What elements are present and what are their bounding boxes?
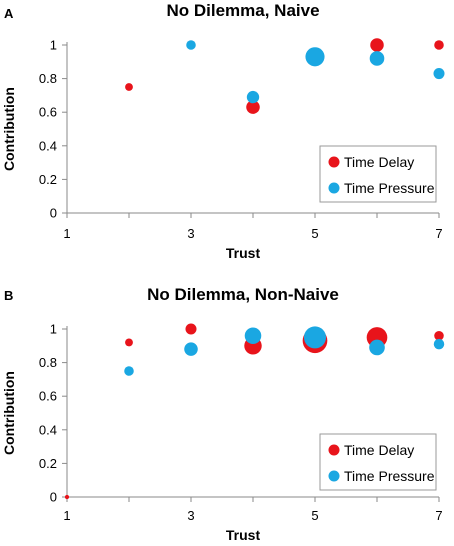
- legend-label: Time Pressure: [344, 180, 435, 196]
- data-point-time-delay: [434, 40, 444, 50]
- data-point-time-pressure: [433, 68, 445, 80]
- panel-letter: A: [4, 6, 14, 21]
- chart-title: No Dilemma, Non-Naive: [147, 285, 339, 304]
- data-point-time-delay: [434, 330, 444, 341]
- y-axis-label: Contribution: [1, 371, 17, 455]
- data-point-time-delay: [370, 38, 384, 52]
- data-point-time-pressure: [305, 47, 325, 67]
- y-tick-label: 1: [50, 322, 57, 337]
- y-tick-label: 0.8: [39, 355, 57, 370]
- data-point-time-delay: [125, 338, 133, 347]
- y-tick-label: 0.4: [39, 138, 57, 153]
- data-point-time-pressure: [369, 51, 385, 66]
- data-point-time-pressure: [303, 326, 327, 349]
- x-tick-label: 5: [311, 226, 318, 241]
- data-point-time-delay: [246, 100, 260, 114]
- legend-box: [319, 433, 437, 491]
- legend-label: Time Pressure: [344, 468, 435, 484]
- x-axis-label: Trust: [226, 527, 261, 543]
- x-tick-label: 5: [311, 508, 318, 523]
- legend-label: Time Delay: [344, 154, 414, 170]
- y-tick-label: 0: [50, 490, 57, 505]
- y-tick-label: 0.2: [39, 456, 57, 471]
- y-tick-label: 0.6: [39, 105, 57, 120]
- y-tick-label: 0.8: [39, 71, 57, 86]
- chart-panel-a: A No Dilemma, Naive 0 0.2 0.4 0.6 0.8 1 1 3 5 7 Trus…: [1, 1, 445, 261]
- x-tick-label: 7: [435, 226, 442, 241]
- legend: Time Delay Time Pressure: [319, 433, 437, 491]
- x-tick-label: 3: [187, 226, 194, 241]
- panel-letter: B: [4, 288, 13, 303]
- x-tick-label: 7: [435, 508, 442, 523]
- data-point-time-delay: [64, 494, 70, 500]
- y-axis-label: Contribution: [1, 87, 17, 171]
- data-point-time-pressure: [433, 338, 445, 350]
- legend-box: [319, 145, 437, 203]
- data-point-time-pressure: [369, 339, 385, 356]
- y-tick-label: 1: [50, 38, 57, 53]
- data-point-time-pressure: [244, 327, 262, 344]
- chart-title: No Dilemma, Naive: [166, 1, 319, 20]
- data-point-time-pressure: [186, 40, 196, 50]
- y-tick-label: 0.4: [39, 422, 57, 437]
- data-point-time-pressure: [124, 366, 134, 376]
- y-tick-label: 0.6: [39, 389, 57, 404]
- data-point-time-delay: [125, 83, 133, 91]
- y-tick-label: 0.2: [39, 172, 57, 187]
- legend-marker: [328, 182, 340, 194]
- data-point-time-pressure: [184, 342, 198, 356]
- legend-marker: [328, 444, 340, 456]
- x-axis-label: Trust: [226, 245, 261, 261]
- legend-marker: [328, 470, 340, 482]
- x-tick-label: 3: [187, 508, 194, 523]
- y-tick-label: 0: [50, 206, 57, 221]
- x-tick-label: 1: [63, 508, 70, 523]
- data-point-time-pressure: [246, 90, 260, 104]
- data-point-time-delay: [185, 323, 197, 335]
- chart-panel-b: B No Dilemma, Non-Naive 0 0.2 0.4 0.6 0.8 1 1 3 5 7…: [1, 285, 445, 543]
- x-tick-label: 1: [63, 226, 70, 241]
- legend-marker: [328, 156, 340, 168]
- legend: Time Delay Time Pressure: [319, 145, 437, 203]
- legend-label: Time Delay: [344, 442, 414, 458]
